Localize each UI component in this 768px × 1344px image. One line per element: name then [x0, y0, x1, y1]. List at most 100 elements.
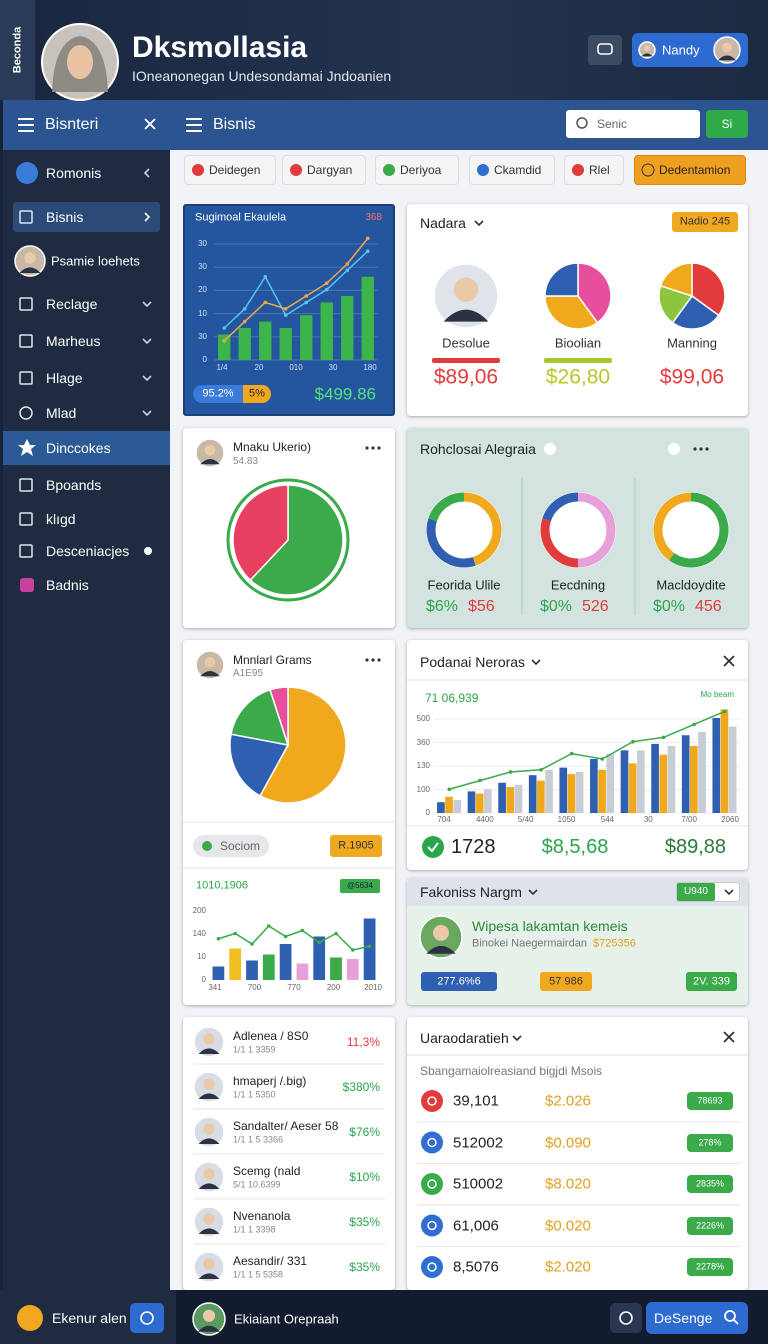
- search-button[interactable]: [706, 110, 748, 138]
- y-axis-label: 10: [197, 952, 206, 961]
- person-name: Bioolian: [554, 335, 602, 351]
- y-axis-label: 140: [192, 929, 206, 938]
- row-id: 8,5076: [453, 1258, 499, 1276]
- profile-amount: $725356: [593, 937, 636, 950]
- select-label: U940: [684, 886, 708, 897]
- row-badge-label: 78693: [697, 1095, 723, 1106]
- y-axis-label: 30: [198, 331, 207, 341]
- app-title: Dksmollasia: [132, 31, 308, 64]
- card-total: $499.86: [314, 384, 376, 404]
- sidebar-item-label: Bpoands: [46, 477, 102, 493]
- search-button-label: Si: [721, 117, 733, 131]
- x-axis-label: 010: [289, 363, 303, 372]
- row-badge-label: 2226%: [695, 1220, 725, 1230]
- x-axis-label: 544: [600, 815, 615, 824]
- x-axis-label: 1/4: [216, 363, 228, 372]
- sidebar-item-label: Badnis: [46, 577, 89, 593]
- row-amount: $8.020: [545, 1175, 591, 1193]
- y-axis-label: 0: [425, 808, 430, 817]
- chip-label: 5%: [249, 387, 265, 400]
- x-axis-label: 200: [326, 983, 341, 992]
- row-amount: $0.020: [545, 1217, 591, 1234]
- stat-chip: [686, 972, 737, 991]
- sidebar-item-label: Mlad: [46, 405, 77, 421]
- y-axis-label: 200: [192, 906, 206, 915]
- footer-user: Ekiaiant Orepraah: [234, 1311, 339, 1327]
- person-pct: $380%: [342, 1080, 380, 1094]
- sidebar-item-label: Bisnis: [46, 209, 84, 225]
- filter-label: Deidegen: [209, 163, 261, 177]
- stat-chip: [540, 972, 592, 991]
- x-axis-label: 20: [254, 363, 264, 372]
- sidebar-item[interactable]: [3, 398, 170, 428]
- settings-button[interactable]: [610, 1303, 642, 1333]
- side-label: Beconda: [11, 26, 24, 74]
- person-sub: 1/1 1 3398: [233, 1224, 276, 1235]
- x-axis-label: 7/00: [681, 815, 697, 824]
- app-subtitle: IOneanonegan Undesondamai Jndoanien: [132, 68, 392, 84]
- select-badge: [677, 883, 715, 901]
- transactions-card: [407, 1017, 748, 1290]
- person-name: Aesandir/ 331: [233, 1254, 308, 1268]
- filter-label: Rlel: [589, 163, 610, 177]
- badge: [330, 835, 382, 857]
- x-axis-label: 2010: [364, 983, 382, 992]
- sidebar-item-label: klıgd: [46, 511, 76, 527]
- donut-label: $59%: [676, 524, 706, 537]
- person-name: Manning: [667, 335, 717, 351]
- person-pct: $35%: [349, 1215, 380, 1229]
- card-title: Sugimoal Ekaulela: [195, 211, 287, 224]
- pie-label: 30%: [301, 529, 323, 540]
- x-axis-label: 700: [247, 983, 262, 992]
- person-name: Adlenea / 8S0: [233, 1029, 309, 1043]
- person-pct: $76%: [349, 1125, 380, 1139]
- side-strip: [0, 0, 35, 100]
- sidebar-item-label: Desceniacjes: [46, 543, 130, 559]
- filter-label: Dedentamion: [659, 163, 731, 177]
- filter-label: Ckamdid: [494, 163, 542, 177]
- donut-value: $0%: [652, 598, 685, 615]
- stat-chip-label: 57 986: [549, 975, 583, 988]
- user-name: Nandy: [662, 42, 700, 58]
- sidebar-item-active[interactable]: [13, 202, 160, 232]
- person-sub: 1/1 1 5350: [233, 1089, 276, 1100]
- footer-left-label: Ekenur alen: [52, 1310, 127, 1326]
- notify-button[interactable]: [588, 35, 622, 65]
- chip: [193, 385, 243, 403]
- sidebar-item[interactable]: [3, 504, 170, 534]
- y-axis-label: 130: [416, 761, 430, 770]
- search-placeholder: Senic: [597, 117, 628, 131]
- card-title: Nadara: [420, 215, 466, 231]
- person-name: hmaperj /.big): [233, 1074, 307, 1088]
- person-value: $26,80: [545, 365, 611, 389]
- donut-value: 526: [582, 598, 609, 615]
- person-pct: 11,3%: [346, 1035, 380, 1049]
- y-axis-label: 360: [416, 737, 430, 747]
- sidebar-item[interactable]: [3, 363, 170, 393]
- footer-left-button[interactable]: [130, 1303, 164, 1333]
- person-sub: 1/1 1 5 3366: [233, 1134, 284, 1145]
- row-badge: [687, 1133, 733, 1152]
- person-name: Scemg (nald: [233, 1164, 301, 1178]
- x-axis-label: 2060: [721, 815, 739, 824]
- donut-value: $56: [468, 598, 495, 615]
- donut-name: Feorida Ulile: [427, 577, 501, 593]
- chart-value: 71 06,939: [425, 691, 479, 705]
- pie-card: [183, 428, 395, 628]
- person-name: Nvenanola: [233, 1209, 291, 1223]
- stat-chip-label: 2V. 339: [693, 975, 730, 988]
- row-amount: $0.090: [545, 1134, 591, 1151]
- donut-name: Macldoydite: [656, 577, 726, 593]
- search-box[interactable]: [566, 110, 700, 138]
- x-axis-label: 4400: [475, 815, 494, 824]
- x-axis-label: 1050: [557, 815, 576, 824]
- donut-label: $29%: [563, 524, 593, 537]
- badge-label: Nadio 245: [679, 215, 731, 228]
- pill[interactable]: [193, 835, 269, 857]
- row-badge: [687, 1175, 733, 1193]
- donut-name: Eecdning: [550, 577, 606, 593]
- profile-sub: Binokei Naegermairdan: [472, 937, 587, 950]
- donut-value: $0%: [539, 598, 572, 615]
- badge-label: R.1905: [338, 839, 374, 852]
